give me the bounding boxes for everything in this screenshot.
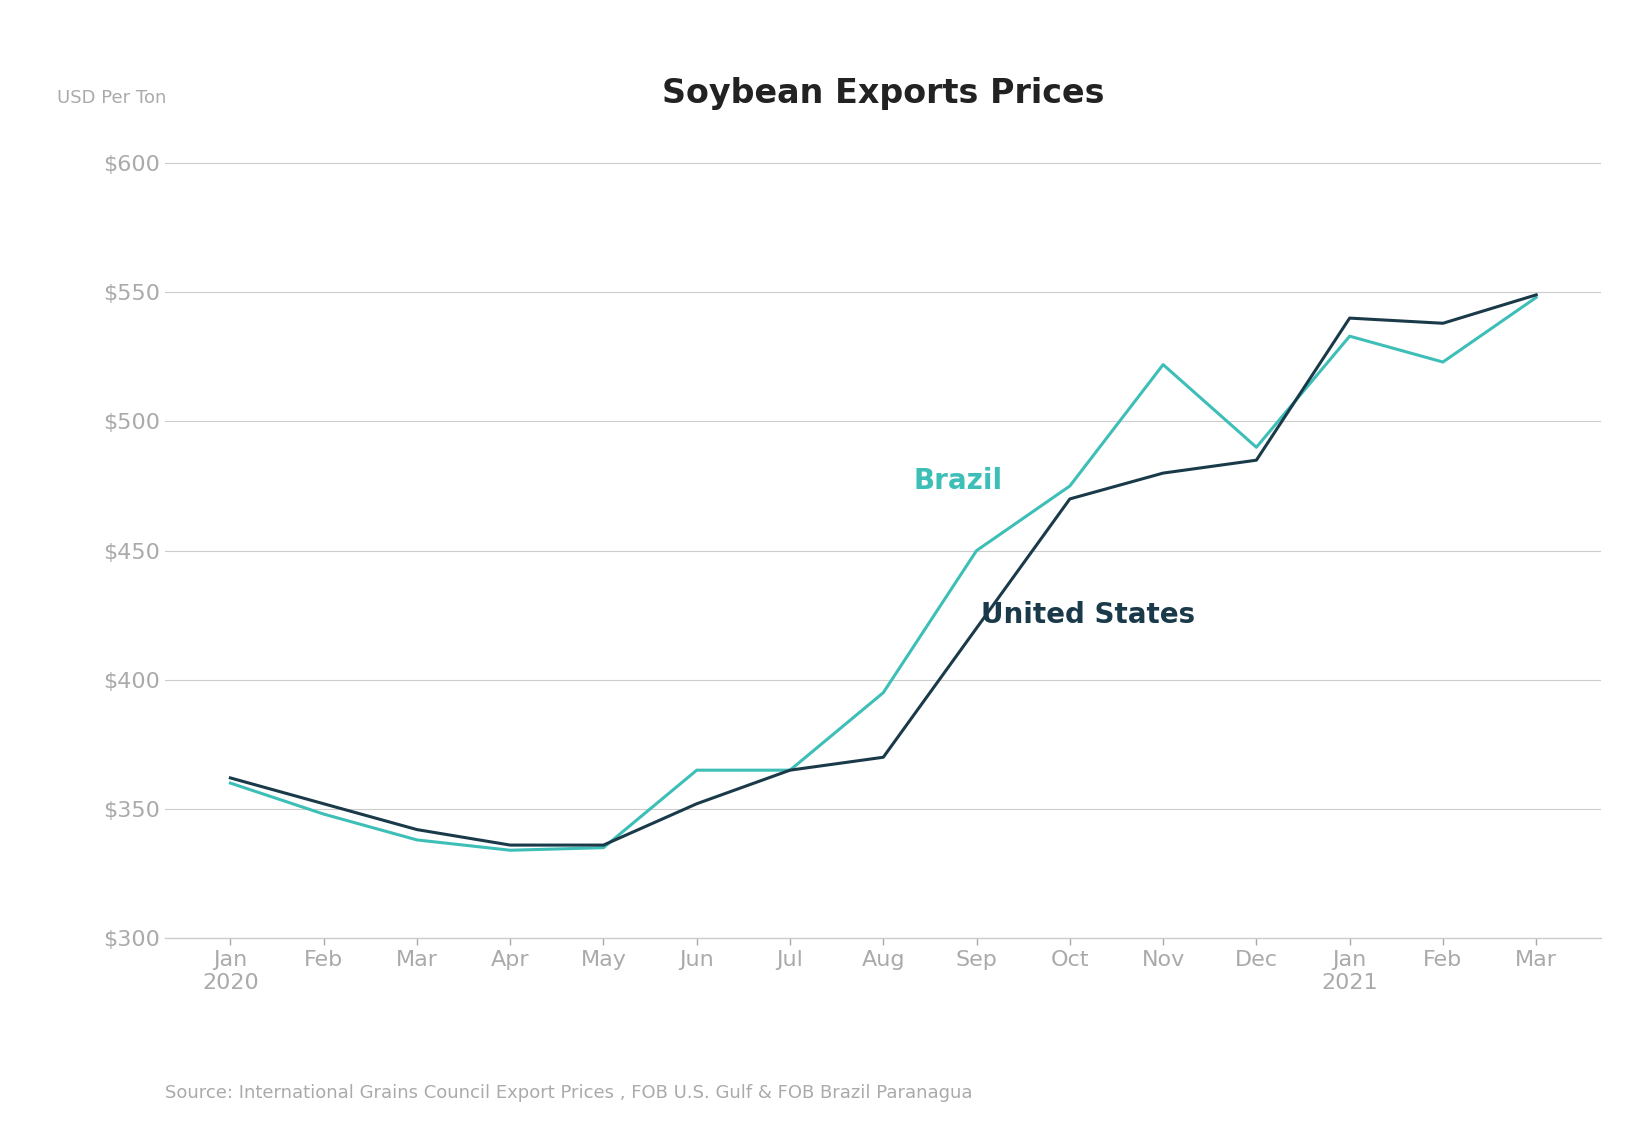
Text: Source: International Grains Council Export Prices , FOB U.S. Gulf & FOB Brazil : Source: International Grains Council Exp… [165,1085,972,1102]
Text: United States: United States [981,602,1195,629]
Title: Soybean Exports Prices: Soybean Exports Prices [662,77,1105,110]
Text: USD Per Ton: USD Per Ton [58,89,167,108]
Text: Brazil: Brazil [913,467,1002,495]
